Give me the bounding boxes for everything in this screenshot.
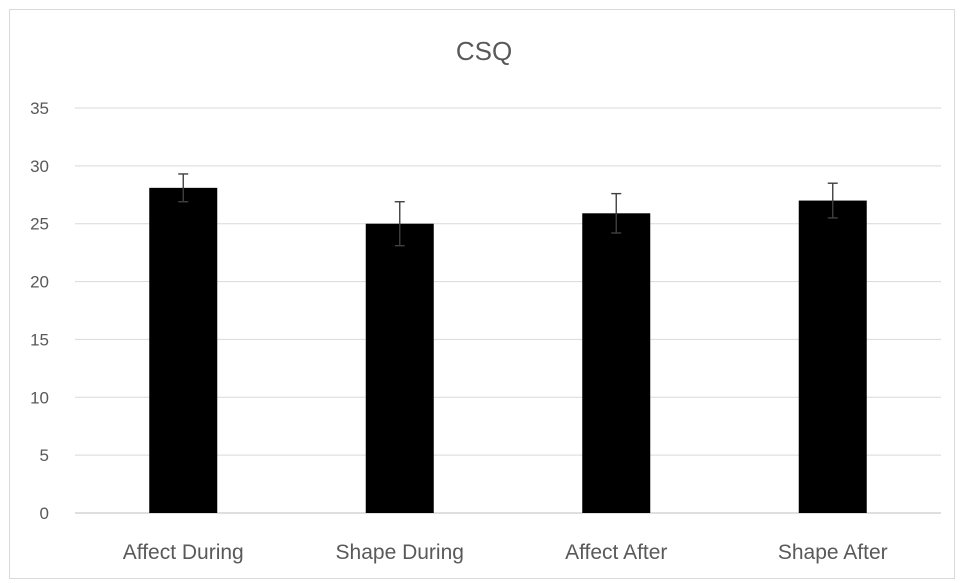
chart-title: CSQ: [456, 36, 512, 66]
error-bar: [394, 201, 405, 247]
bar: [798, 200, 867, 514]
gridlines: [75, 107, 941, 514]
y-axis-ticks: 0 5 10 15 20 25 30 35: [30, 99, 49, 523]
y-tick-label: 5: [40, 446, 49, 465]
error-bar: [827, 182, 838, 219]
y-tick-label: 0: [40, 504, 49, 523]
y-tick-label: 10: [30, 388, 49, 407]
bar: [582, 213, 651, 514]
x-category-label: Affect After: [565, 541, 667, 564]
x-axis-categories: Affect During Shape During Affect After Sha…: [123, 541, 888, 564]
y-tick-label: 35: [30, 99, 49, 118]
x-category-label: Shape After: [778, 541, 888, 564]
y-tick-label: 25: [30, 215, 49, 234]
error-bar: [611, 192, 622, 234]
error-bar: [178, 173, 189, 203]
bars: [149, 187, 867, 514]
x-category-label: Affect During: [123, 541, 244, 564]
y-tick-label: 15: [30, 330, 49, 349]
error-bars: [178, 173, 838, 247]
y-tick-label: 20: [30, 273, 49, 292]
bar: [365, 223, 434, 513]
bar: [149, 187, 218, 514]
x-category-label: Shape During: [336, 541, 464, 564]
y-tick-label: 30: [30, 157, 49, 176]
